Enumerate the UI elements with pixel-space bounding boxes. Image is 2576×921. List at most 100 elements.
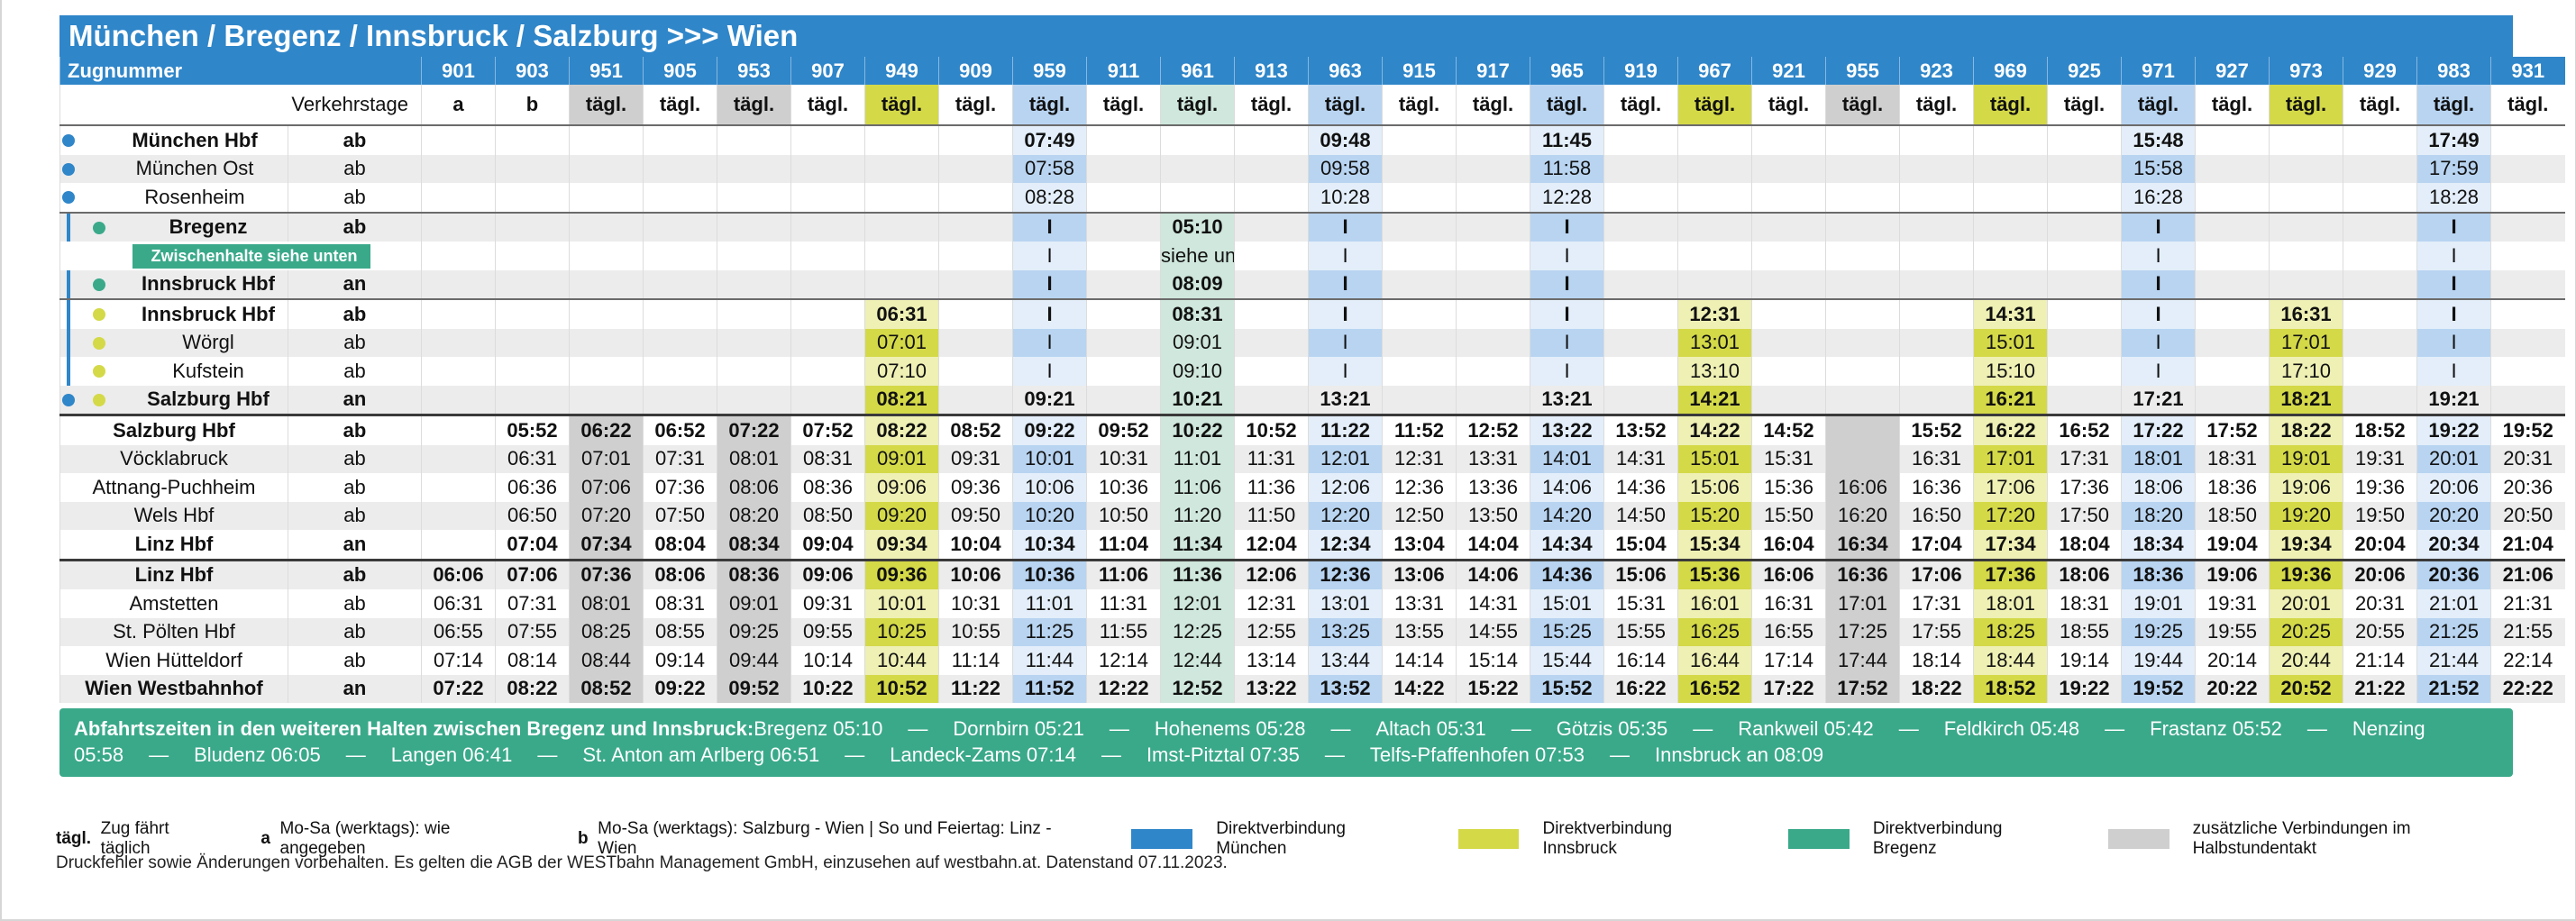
time-cell — [421, 211, 496, 242]
time-cell — [1603, 269, 1678, 299]
time-cell — [1825, 242, 1900, 270]
time-cell: I — [1530, 357, 1604, 386]
timetable-row: München Ost ab 07:58 09:58 11:58 15:58 17:59 — [59, 154, 2565, 183]
time-cell — [938, 242, 1013, 270]
time-cell: 06:52 — [643, 414, 717, 445]
time-cell — [495, 154, 570, 183]
time-cell — [2195, 269, 2270, 299]
train-number: 921 — [1751, 57, 1826, 85]
time-cell: 17:44 — [1825, 646, 1900, 675]
time-cell — [643, 298, 717, 329]
time-cell: 15:48 — [2121, 124, 2196, 155]
time-cell: 13:50 — [1456, 501, 1530, 530]
time-cell — [421, 154, 496, 183]
time-cell: 11:22 — [938, 674, 1013, 703]
time-cell: I — [2416, 242, 2491, 270]
verkehrstage-cell: tägl. — [1086, 85, 1161, 125]
time-cell: 09:52 — [717, 674, 791, 703]
time-cell: 22:14 — [2490, 646, 2565, 675]
time-cell: 12:06 — [1234, 558, 1309, 589]
time-cell — [1825, 444, 1900, 473]
timetable-row: Bregenz ab I 05:10 I I I I — [59, 211, 2565, 242]
stop-separator: — — [1109, 717, 1129, 740]
time-cell — [2490, 154, 2565, 183]
timetable-row: Kufstein ab 07:10 I 09:10 I I 13:10 15:10 I 17:10 I — [59, 357, 2565, 386]
time-cell — [790, 183, 865, 213]
time-cell: 13:04 — [1382, 530, 1457, 560]
time-cell — [1825, 269, 1900, 299]
intermediate-stop: Langen 06:41 — [390, 743, 513, 766]
train-number: 967 — [1677, 57, 1752, 85]
time-cell: 21:55 — [2490, 617, 2565, 646]
time-cell — [1751, 385, 1826, 415]
time-cell: 07:22 — [421, 674, 496, 703]
time-cell — [1234, 269, 1309, 299]
time-cell: 12:20 — [1308, 501, 1383, 530]
time-cell — [1603, 242, 1678, 270]
station-cell: Attnang-Puchheim — [59, 473, 288, 502]
time-cell — [864, 154, 939, 183]
time-cell — [1825, 328, 1900, 357]
time-cell: 10:34 — [1012, 530, 1087, 560]
train-number: 905 — [643, 57, 717, 85]
time-cell — [1677, 124, 1752, 155]
time-cell — [421, 242, 496, 270]
time-cell — [2343, 269, 2417, 299]
time-cell: 07:31 — [643, 444, 717, 473]
time-cell: 21:25 — [2416, 617, 2491, 646]
time-cell: 15:10 — [1973, 357, 2048, 386]
time-cell: 15:01 — [1677, 444, 1752, 473]
legend-swatch-half-hour — [2107, 829, 2170, 849]
legend-bregenz-text: Direktverbindung Bregenz — [1872, 819, 2003, 858]
verkehrstage-cell: tägl. — [1677, 85, 1752, 125]
station-name: Wörgl — [182, 331, 234, 354]
train-number: 915 — [1382, 57, 1457, 85]
time-cell: 06:36 — [495, 473, 570, 502]
time-cell: 07:49 — [1012, 124, 1087, 155]
time-cell: 11:04 — [1086, 530, 1161, 560]
time-cell: 08:20 — [717, 501, 791, 530]
time-cell: 14:50 — [1603, 501, 1678, 530]
time-cell — [2195, 328, 2270, 357]
time-cell: 14:22 — [1382, 674, 1457, 703]
train-number: 965 — [1530, 57, 1604, 85]
time-cell: 15:06 — [1603, 558, 1678, 589]
verkehrstage-cell: tägl. — [1530, 85, 1604, 125]
time-cell: 07:10 — [864, 357, 939, 386]
verkehrstage-cell: tägl. — [1456, 85, 1530, 125]
time-cell — [2490, 124, 2565, 155]
train-number: 907 — [790, 57, 865, 85]
station-name: Wien Hütteldorf — [105, 648, 242, 671]
time-cell — [1382, 385, 1457, 415]
stop-separator: — — [537, 743, 558, 766]
muenchen-route-dot — [62, 191, 75, 204]
zugnummer-label: Zugnummer — [59, 57, 422, 85]
time-cell: 17:31 — [2047, 444, 2122, 473]
time-cell — [1086, 328, 1161, 357]
intermediate-stop: Dornbirn 05:21 — [953, 717, 1084, 740]
legend-tagl-text: Zug fährt täglich — [100, 819, 169, 858]
time-cell: 15:36 — [1751, 473, 1826, 502]
time-cell: 16:22 — [1603, 674, 1678, 703]
time-cell: 19:14 — [2047, 646, 2122, 675]
time-cell: 16:21 — [1973, 385, 2048, 415]
verkehrstage-cell: tägl. — [938, 85, 1013, 125]
time-cell — [2047, 211, 2122, 242]
time-cell: 07:06 — [495, 558, 570, 589]
time-cell — [1086, 269, 1161, 299]
time-cell: 13:21 — [1530, 385, 1604, 415]
time-cell: 17:36 — [1973, 558, 2048, 589]
timetable-sheet: München / Bregenz / Innsbruck / Salzburg… — [59, 15, 2565, 703]
time-cell: 19:06 — [2269, 473, 2343, 502]
time-cell — [1160, 154, 1235, 183]
time-cell — [1456, 211, 1530, 242]
time-cell: I — [2416, 269, 2491, 299]
innsbruck-route-dot — [93, 308, 105, 321]
time-cell — [643, 242, 717, 270]
legend-innsbruck: Direktverbindung Innsbruck — [1457, 819, 1750, 859]
time-cell: 14:31 — [1973, 298, 2048, 329]
time-cell: 08:31 — [643, 589, 717, 618]
legend-swatch-innsbruck — [1457, 829, 1520, 849]
time-cell: 12:01 — [1308, 444, 1383, 473]
time-cell: 18:52 — [2343, 414, 2417, 445]
